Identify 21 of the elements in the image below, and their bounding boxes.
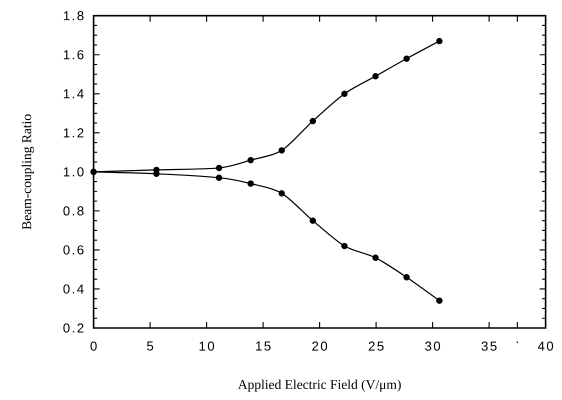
x-tick-label: 30 <box>425 342 440 351</box>
x-tick-label: 25 <box>368 342 384 351</box>
x-tick-label: 0 <box>90 342 97 351</box>
x-axis-title: Applied Electric Field (V/μm) <box>238 380 401 392</box>
y-tick-label: 0.2 <box>63 323 84 333</box>
x-tick-label: 15 <box>256 342 271 351</box>
x-tick-label: . <box>516 342 518 343</box>
y-tick-label: 0.4 <box>63 284 84 294</box>
y-tick-label: 1.4 <box>64 89 84 98</box>
y-tick-label: 1.0 <box>64 167 84 176</box>
y-tick-label: 1.2 <box>64 128 84 138</box>
y-axis-title: Beam-coupling Ratio <box>22 114 34 230</box>
y-tick-label: 1.6 <box>64 50 84 60</box>
x-tick-label: 5 <box>147 342 154 351</box>
y-tick-label: 0.6 <box>63 245 84 255</box>
y-tick-label: 1.8 <box>64 11 84 20</box>
x-tick-label: 35 <box>482 342 497 351</box>
y-tick-label: 0.8 <box>63 206 84 216</box>
x-tick-label: 40 <box>538 342 554 351</box>
x-tick-label: 10 <box>200 342 214 351</box>
x-tick-label: 20 <box>312 342 328 351</box>
